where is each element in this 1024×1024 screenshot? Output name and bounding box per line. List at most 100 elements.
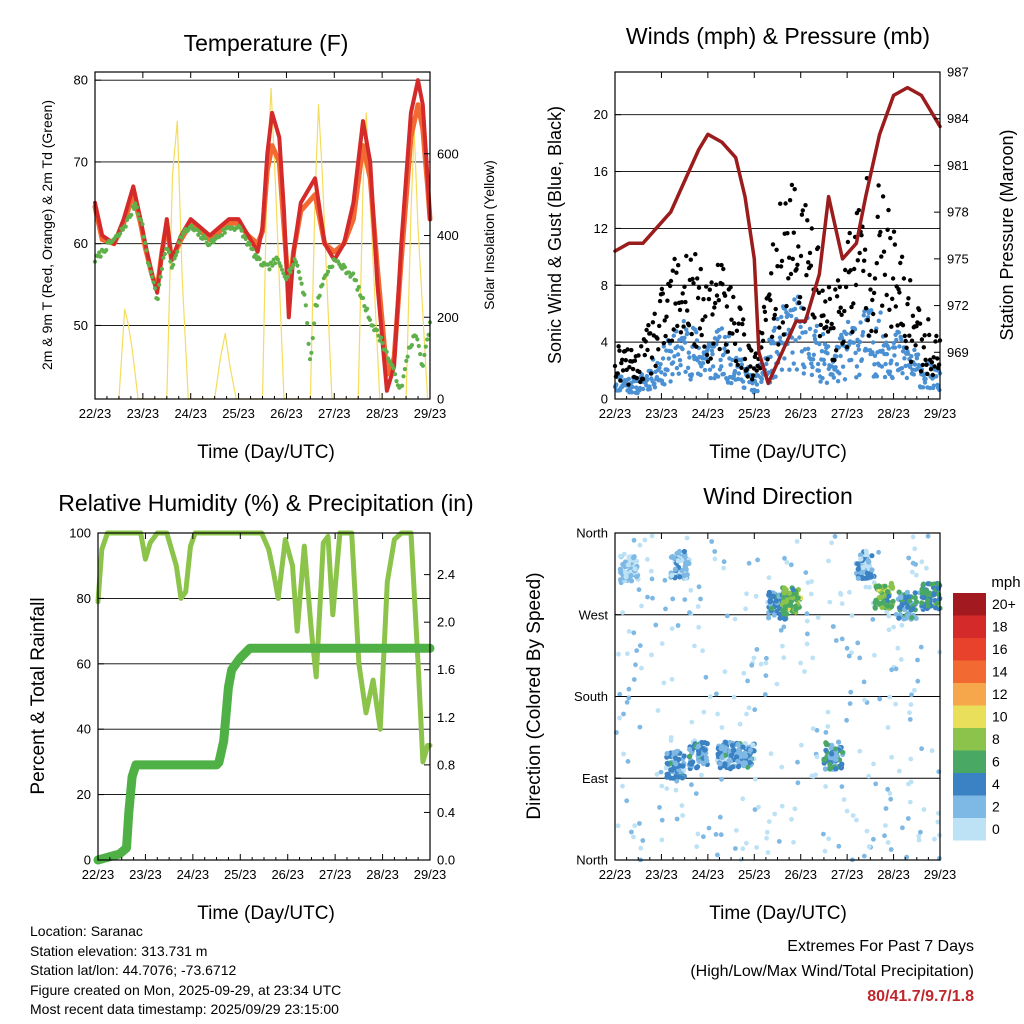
sonic-wind-point bbox=[676, 371, 681, 376]
sonic-wind-point bbox=[914, 356, 920, 361]
station-info: Location: Saranac Station elevation: 313… bbox=[30, 922, 341, 1020]
direction-point bbox=[912, 687, 917, 693]
gust-point bbox=[694, 344, 699, 349]
direction-point bbox=[862, 697, 867, 703]
direction-point bbox=[622, 569, 629, 576]
gust-point bbox=[769, 271, 774, 276]
dewpoint-point bbox=[370, 323, 375, 328]
x-tick-label: 22/23 bbox=[599, 406, 632, 421]
dewpoint-point bbox=[394, 379, 399, 384]
gust-point bbox=[859, 233, 864, 238]
gust-point bbox=[712, 305, 717, 310]
direction-point bbox=[634, 574, 640, 580]
direction-point bbox=[745, 764, 751, 770]
legend-unit: mph bbox=[991, 574, 1020, 591]
legend-label: 4 bbox=[992, 776, 1000, 792]
direction-point bbox=[637, 724, 643, 730]
sonic-wind-point bbox=[657, 365, 662, 371]
sonic-wind-point bbox=[739, 362, 745, 367]
direction-point bbox=[659, 783, 665, 789]
direction-point bbox=[655, 708, 661, 713]
sonic-wind-point bbox=[883, 361, 888, 367]
sonic-wind-point bbox=[899, 337, 904, 342]
gust-point bbox=[691, 281, 696, 286]
gust-point bbox=[707, 287, 712, 292]
gust-point bbox=[717, 346, 722, 352]
winds-right-label: Station Pressure (Maroon) bbox=[997, 129, 1017, 340]
direction-point bbox=[918, 644, 924, 650]
sonic-wind-point bbox=[835, 379, 841, 384]
gust-point bbox=[689, 331, 694, 337]
direction-point bbox=[814, 727, 820, 733]
gust-point bbox=[795, 262, 800, 267]
gust-point bbox=[650, 320, 656, 325]
gust-point bbox=[868, 287, 873, 292]
direction-point bbox=[877, 696, 883, 702]
sonic-wind-point bbox=[630, 384, 635, 390]
direction-point bbox=[736, 749, 742, 755]
direction-point bbox=[683, 566, 689, 572]
dewpoint-point bbox=[143, 240, 148, 246]
dewpoint-point bbox=[158, 274, 163, 279]
direction-point bbox=[886, 613, 892, 619]
x-tick-label: 27/23 bbox=[831, 406, 864, 421]
direction-point bbox=[841, 797, 847, 802]
direction-point bbox=[727, 758, 733, 764]
direction-point bbox=[764, 829, 770, 835]
dewpoint-point bbox=[305, 321, 310, 326]
gust-point bbox=[796, 244, 801, 249]
dewpoint-point bbox=[147, 263, 152, 268]
gust-point bbox=[776, 342, 781, 347]
sonic-wind-point bbox=[672, 354, 677, 359]
gust-point bbox=[772, 312, 777, 318]
direction-point bbox=[715, 711, 720, 717]
dewpoint-point bbox=[351, 271, 356, 276]
dewpoint-point bbox=[161, 255, 166, 260]
sonic-wind-point bbox=[629, 390, 635, 395]
direction-point bbox=[681, 548, 688, 555]
winds-left-label: Sonic Wind & Gust (Blue, Black) bbox=[545, 106, 565, 364]
gust-point bbox=[932, 364, 937, 369]
direction-point bbox=[844, 808, 850, 814]
dewpoint-point bbox=[384, 349, 389, 354]
gust-point bbox=[632, 358, 638, 363]
direction-point bbox=[781, 624, 787, 630]
gust-point bbox=[697, 326, 703, 331]
dewpoint-point bbox=[175, 249, 180, 254]
direction-point bbox=[675, 623, 681, 628]
legend-label: 8 bbox=[992, 731, 1000, 747]
temperature-left-label: 2m & 9m T (Red, Orange) & 2m Td (Green) bbox=[39, 100, 55, 370]
sonic-wind-point bbox=[858, 320, 863, 325]
direction-point bbox=[645, 594, 650, 600]
direction-point bbox=[898, 657, 904, 662]
legend-swatch bbox=[953, 593, 986, 616]
sonic-wind-point bbox=[736, 371, 741, 376]
direction-point bbox=[631, 630, 637, 636]
winds-title: Winds (mph) & Pressure (mb) bbox=[626, 23, 930, 49]
x-tick-label: 26/23 bbox=[271, 867, 304, 882]
direction-point bbox=[919, 590, 926, 597]
direction-point bbox=[789, 816, 794, 822]
gust-point bbox=[736, 321, 741, 326]
gust-point bbox=[917, 307, 922, 313]
sonic-wind-point bbox=[836, 345, 841, 350]
direction-point bbox=[681, 572, 687, 578]
gust-point bbox=[765, 357, 770, 362]
gust-point bbox=[753, 351, 758, 356]
gust-point bbox=[642, 352, 647, 358]
sonic-wind-point bbox=[842, 377, 848, 382]
direction-point bbox=[648, 568, 654, 574]
direction-point bbox=[680, 813, 685, 818]
dewpoint-point bbox=[289, 266, 294, 271]
dewpoint-point bbox=[402, 367, 407, 372]
direction-point bbox=[782, 555, 787, 561]
direction-point bbox=[809, 579, 814, 584]
winds-frame bbox=[614, 71, 941, 400]
gust-point bbox=[901, 276, 907, 281]
sonic-wind-point bbox=[792, 297, 797, 302]
dewpoint-point bbox=[367, 317, 373, 322]
direction-plot bbox=[614, 533, 943, 863]
y-tick-label: 12 bbox=[594, 221, 608, 236]
gust-point bbox=[893, 304, 898, 309]
gust-point bbox=[652, 311, 657, 316]
